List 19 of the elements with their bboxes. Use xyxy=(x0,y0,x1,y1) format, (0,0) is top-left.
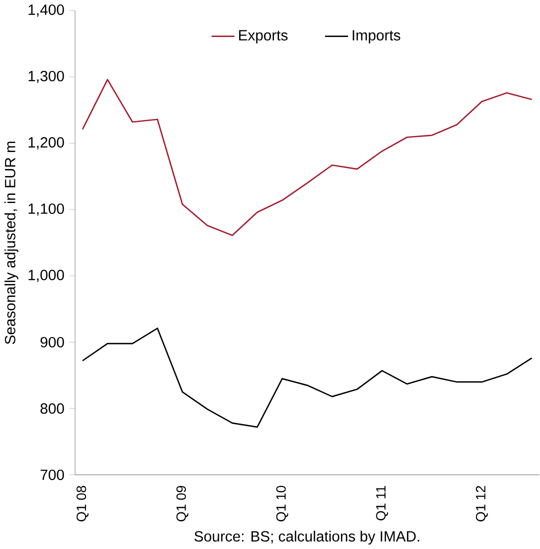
y-tick-label: 1,300 xyxy=(28,70,64,84)
line-series xyxy=(82,328,533,428)
x-tick-label: Q1 11 xyxy=(376,486,388,520)
x-tick-label: Q1 12 xyxy=(476,486,488,522)
line-series xyxy=(82,78,533,236)
y-tick-label: 800 xyxy=(40,403,64,414)
x-tick-label: Q1 09 xyxy=(176,486,189,522)
x-tick-label: Q1 10 xyxy=(276,486,288,522)
legend-label: Exports xyxy=(239,30,288,44)
y-tick-label: 700 xyxy=(40,470,64,480)
y-tick-label: 900 xyxy=(40,336,64,348)
legend-label: Imports xyxy=(353,30,400,44)
source-note: Source: BS; calculations by IMAD. xyxy=(194,530,420,544)
y-tick-label: 1,200 xyxy=(28,137,64,150)
x-tick-label: Q1 08 xyxy=(76,486,89,522)
y-tick-label: 1,400 xyxy=(28,4,64,17)
y-tick-label: 1,100 xyxy=(28,203,64,216)
y-tick-label: 1,000 xyxy=(28,270,64,282)
y-axis-title: Seasonally adjusted, in EUR m xyxy=(4,142,18,344)
